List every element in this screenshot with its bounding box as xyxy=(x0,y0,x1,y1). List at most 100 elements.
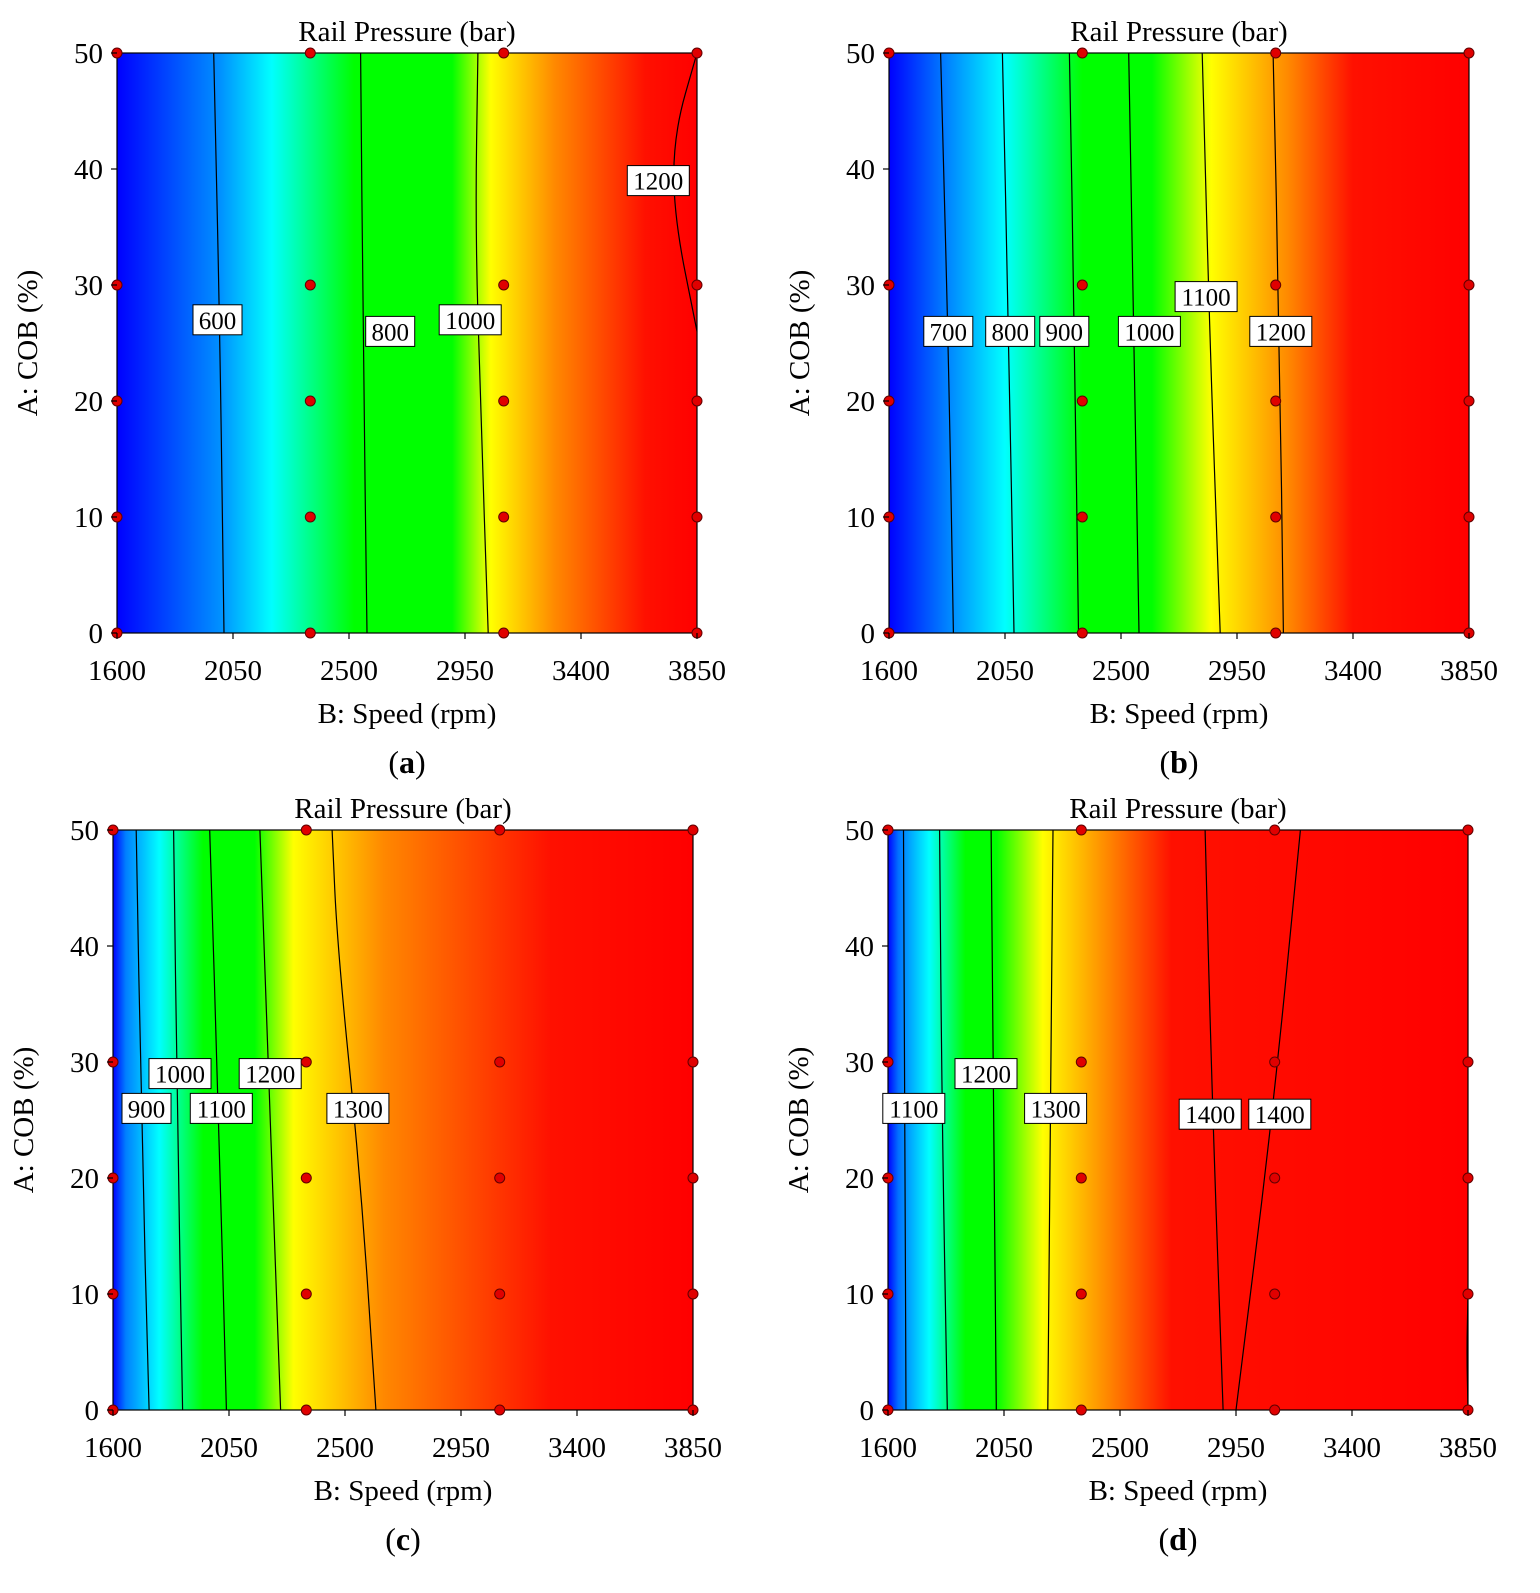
contour-label: 1100 xyxy=(889,1096,938,1123)
design-point xyxy=(1076,511,1088,523)
design-point xyxy=(1269,824,1281,836)
design-point xyxy=(691,511,703,523)
contour-label: 1400 xyxy=(1185,1102,1235,1129)
contour-line-1400 xyxy=(1466,1293,1469,1411)
x-tick-label: 2050 xyxy=(204,655,262,687)
panel-letter: d xyxy=(1169,1521,1187,1557)
contour-label-box xyxy=(438,304,502,336)
contour-line-1000 xyxy=(173,829,184,1411)
contour-label: 1200 xyxy=(245,1062,295,1089)
x-tick-label: 2950 xyxy=(1208,655,1266,687)
contour-label-box xyxy=(882,1092,946,1124)
plot-frame xyxy=(116,52,698,634)
chart-title: Rail Pressure (bar) xyxy=(1070,16,1287,48)
contour-label-box xyxy=(326,1092,390,1124)
design-point xyxy=(300,1056,312,1068)
design-point xyxy=(691,279,703,291)
contour-label: 1100 xyxy=(197,1096,246,1123)
design-point xyxy=(1463,47,1475,59)
panel-letter: b xyxy=(1170,744,1188,780)
design-point xyxy=(494,1288,506,1300)
contour-label-box xyxy=(1248,1098,1312,1130)
design-point xyxy=(687,1056,699,1068)
design-point xyxy=(1463,395,1475,407)
y-tick-label: 50 xyxy=(845,815,874,847)
y-tick-label: 50 xyxy=(846,38,875,70)
design-point xyxy=(304,627,316,639)
contour-label: 700 xyxy=(930,319,968,346)
contour-label: 1000 xyxy=(445,308,495,335)
contour-label: 600 xyxy=(199,308,237,335)
y-tick-label: 20 xyxy=(70,1163,99,1195)
design-point xyxy=(1269,1172,1281,1184)
design-point xyxy=(498,47,510,59)
contour-label: 1200 xyxy=(633,169,683,196)
contour-label: 900 xyxy=(1046,319,1084,346)
y-tick-label: 40 xyxy=(70,931,99,963)
y-tick-label: 10 xyxy=(74,502,103,534)
y-tick-label: 20 xyxy=(845,1163,874,1195)
design-point xyxy=(1463,511,1475,523)
contour-label-box xyxy=(1174,281,1238,313)
contour-label-box xyxy=(148,1058,212,1090)
contour-label-box xyxy=(121,1092,172,1124)
y-tick-label: 20 xyxy=(74,386,103,418)
contour-line-1300 xyxy=(990,829,997,1411)
design-point xyxy=(1075,1288,1087,1300)
design-point xyxy=(300,824,312,836)
contour-label: 1200 xyxy=(1256,319,1306,346)
x-axis-label: B: Speed (rpm) xyxy=(318,698,497,730)
design-point xyxy=(1269,1056,1281,1068)
y-tick-label: 50 xyxy=(74,38,103,70)
design-point xyxy=(687,1172,699,1184)
x-tick-label: 2050 xyxy=(975,1432,1033,1464)
contour-label: 1400 xyxy=(1255,1102,1305,1129)
plot-area-fill xyxy=(888,830,1468,1410)
x-tick-label: 2950 xyxy=(1207,1432,1265,1464)
design-point xyxy=(1075,1056,1087,1068)
design-point xyxy=(1269,1288,1281,1300)
design-point xyxy=(304,395,316,407)
contour-label: 1000 xyxy=(1124,319,1174,346)
x-tick-label: 3850 xyxy=(1439,1432,1497,1464)
contour-label-box xyxy=(1024,1092,1088,1124)
contour-label: 1100 xyxy=(1182,285,1231,312)
contour-line-1300 xyxy=(331,829,377,1411)
y-tick-label: 40 xyxy=(846,154,875,186)
design-point xyxy=(300,1172,312,1184)
design-point xyxy=(1075,1172,1087,1184)
contour-label-box xyxy=(923,315,974,347)
contour-line-600 xyxy=(213,52,225,634)
panel-letter: c xyxy=(396,1521,410,1557)
design-point xyxy=(1463,279,1475,291)
y-tick-label: 40 xyxy=(74,154,103,186)
design-point xyxy=(304,47,316,59)
design-point xyxy=(691,395,703,407)
y-tick-label: 40 xyxy=(845,931,874,963)
y-tick-label: 10 xyxy=(846,502,875,534)
design-point xyxy=(494,1056,506,1068)
design-point xyxy=(691,47,703,59)
design-point xyxy=(1076,279,1088,291)
x-tick-label: 2050 xyxy=(976,655,1034,687)
design-point xyxy=(1076,47,1088,59)
y-tick-label: 0 xyxy=(860,1395,875,1427)
y-tick-label: 30 xyxy=(70,1047,99,1079)
contour-label: 1300 xyxy=(333,1096,383,1123)
y-tick-label: 0 xyxy=(861,618,876,650)
design-point xyxy=(1270,395,1282,407)
panel-label: (d) xyxy=(1158,1521,1197,1557)
contour-line-1100 xyxy=(1201,52,1221,634)
panel-label: (b) xyxy=(1159,744,1198,780)
y-axis-label: A: COB (%) xyxy=(783,1047,815,1194)
design-point xyxy=(1270,47,1282,59)
x-tick-label: 3850 xyxy=(1440,655,1498,687)
y-tick-label: 0 xyxy=(85,1395,100,1427)
y-tick-label: 30 xyxy=(74,270,103,302)
y-tick-label: 30 xyxy=(846,270,875,302)
x-tick-label: 1600 xyxy=(860,655,918,687)
contour-label-box xyxy=(189,1092,253,1124)
